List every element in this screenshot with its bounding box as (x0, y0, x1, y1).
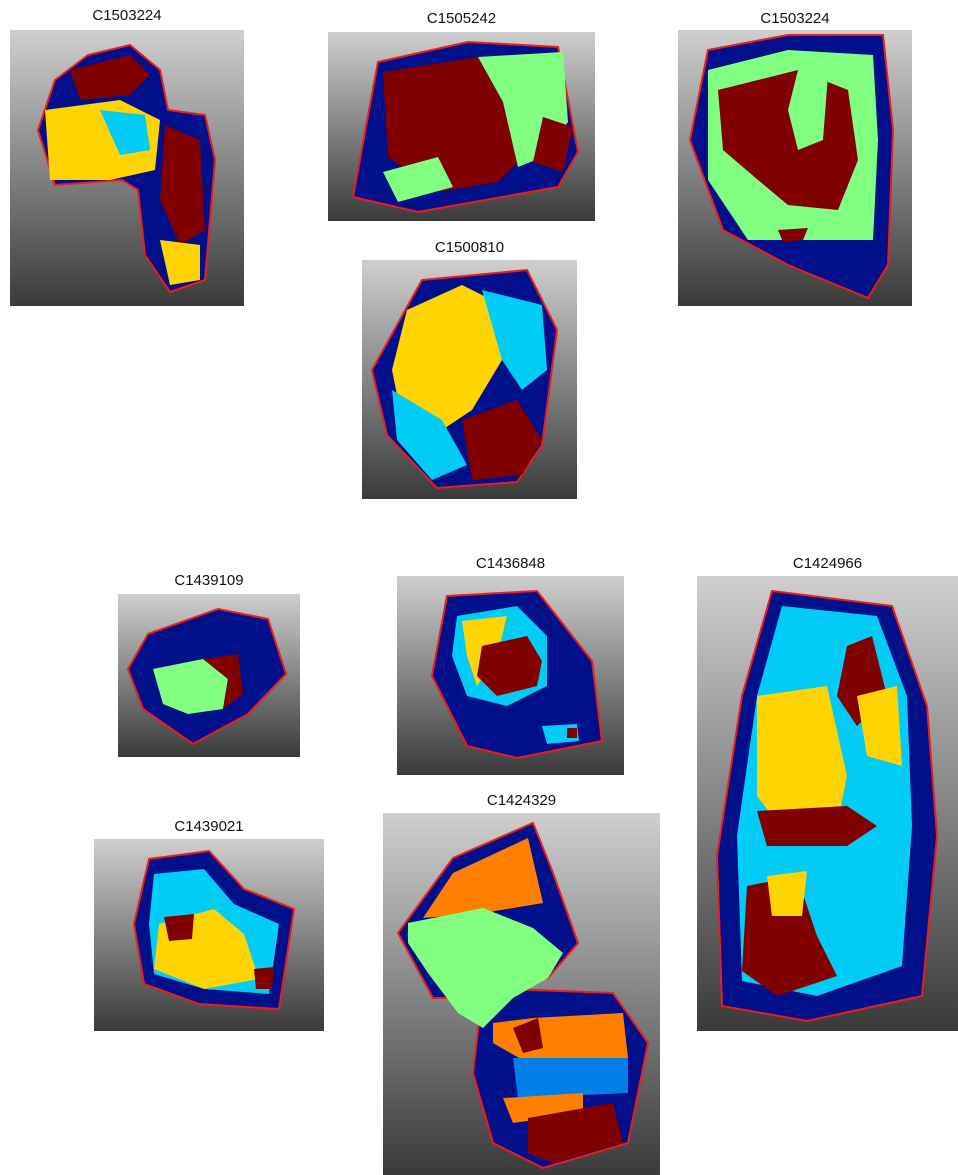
segmentation-image-c1505242 (328, 32, 595, 221)
panel-label-c1436848: C1436848 (475, 555, 546, 572)
segmentation-image-c1503224-left (10, 30, 244, 306)
segmentation-image-c1424966 (697, 576, 958, 1031)
segmentation-image-c1424329 (383, 813, 660, 1175)
segmentation-image-c1439109 (118, 594, 300, 757)
segmentation-image-c1503224-right (678, 30, 912, 306)
panel-label-c1500810: C1500810 (434, 239, 505, 256)
panel-label-c1503224-right: C1503224 (760, 10, 830, 27)
panel-label-c1424966: C1424966 (792, 555, 863, 572)
panel-label-c1439021: C1439021 (174, 818, 244, 835)
panel-label-c1439109: C1439109 (174, 572, 244, 589)
segmentation-image-c1500810 (362, 260, 577, 499)
panel-label-c1503224-left: C1503224 (92, 7, 162, 24)
segmentation-image-c1439021 (94, 839, 324, 1031)
segmentation-image-c1436848 (397, 576, 624, 775)
panel-label-c1424329: C1424329 (486, 792, 557, 809)
panel-label-c1505242: C1505242 (426, 10, 497, 27)
